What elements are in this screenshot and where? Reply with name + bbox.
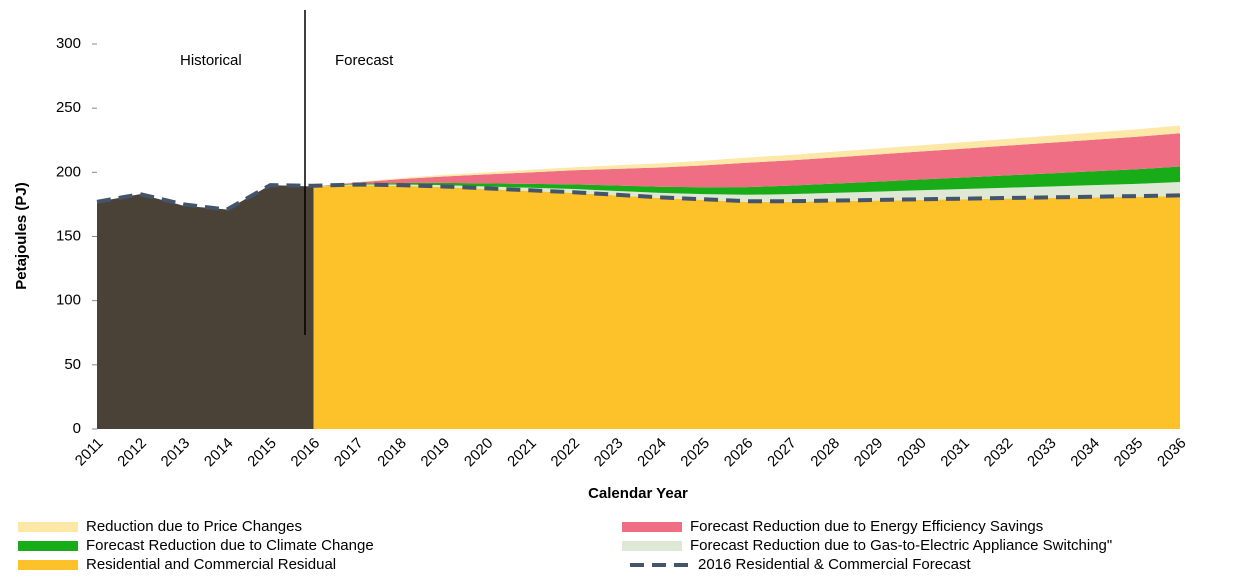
legend-label: 2016 Residential & Commercial Forecast [698, 556, 971, 573]
x-tick-label: 2033 [1024, 435, 1060, 471]
x-tick-label: 2022 [548, 435, 584, 471]
y-tick-label: 0 [73, 420, 81, 437]
x-tick-label: 2031 [937, 435, 973, 471]
legend-swatch [18, 522, 78, 532]
x-tick-label: 2030 [894, 435, 930, 471]
area [313, 125, 1181, 187]
annotation: Historical [180, 52, 242, 69]
area [313, 181, 1181, 202]
area [313, 185, 1181, 429]
x-tick-label: 2012 [114, 435, 150, 471]
x-tick-label: 2035 [1111, 435, 1147, 471]
x-tick-label: 2020 [461, 435, 497, 471]
legend-label: Residential and Commercial Residual [86, 556, 336, 573]
x-tick-label: 2013 [158, 435, 194, 471]
y-tick-label: 50 [64, 356, 81, 373]
x-tick-label: 2027 [764, 435, 800, 471]
y-tick-label: 200 [56, 163, 81, 180]
x-tick-label: 2018 [374, 435, 410, 471]
forecast-line [96, 182, 1181, 212]
x-tick-label: 2036 [1154, 435, 1190, 471]
x-tick-label: 2016 [288, 435, 324, 471]
x-tick-label: 2019 [418, 435, 454, 471]
y-axis-title: Petajoules (PJ) [13, 182, 30, 290]
legend-swatch [622, 541, 682, 551]
legend-swatch [18, 541, 78, 551]
x-tick-label: 2028 [807, 435, 843, 471]
area [313, 133, 1181, 188]
y-tick-label: 250 [56, 99, 81, 116]
x-tick-label: 2011 [72, 435, 107, 470]
historical-area [97, 185, 314, 429]
x-tick-label: 2017 [331, 435, 367, 471]
legend-label: Forecast Reduction due to Gas-to-Electri… [690, 537, 1112, 554]
annotation: Forecast [335, 52, 394, 69]
legend-swatch [622, 522, 682, 532]
x-tick-label: 2032 [981, 435, 1017, 471]
x-tick-label: 2023 [591, 435, 627, 471]
x-tick-label: 2024 [634, 435, 670, 471]
x-tick-label: 2025 [677, 435, 713, 471]
x-axis-title: Calendar Year [588, 485, 688, 502]
x-tick-label: 2014 [201, 435, 237, 471]
x-tick-label: 2034 [1067, 435, 1103, 471]
x-tick-label: 2015 [244, 435, 280, 471]
legend-label: Forecast Reduction due to Climate Change [86, 537, 374, 554]
legend-label: Forecast Reduction due to Energy Efficie… [690, 518, 1043, 535]
y-tick-label: 100 [56, 292, 81, 309]
legend-label: Reduction due to Price Changes [86, 518, 302, 535]
x-tick-label: 2029 [851, 435, 887, 471]
legend-swatch [18, 560, 78, 570]
x-tick-label: 2021 [504, 435, 540, 471]
x-tick-label: 2026 [721, 435, 757, 471]
y-tick-label: 300 [56, 35, 81, 52]
area [313, 166, 1181, 195]
y-tick-label: 150 [56, 227, 81, 244]
